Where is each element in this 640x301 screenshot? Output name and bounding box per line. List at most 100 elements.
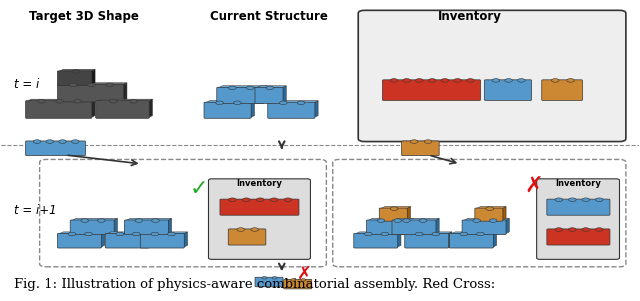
- FancyBboxPatch shape: [354, 233, 397, 248]
- Polygon shape: [447, 232, 452, 247]
- FancyBboxPatch shape: [392, 220, 436, 234]
- FancyBboxPatch shape: [547, 229, 610, 245]
- FancyBboxPatch shape: [220, 199, 299, 215]
- Polygon shape: [492, 232, 497, 247]
- FancyBboxPatch shape: [541, 80, 582, 101]
- Polygon shape: [435, 219, 439, 234]
- FancyBboxPatch shape: [537, 179, 620, 259]
- Circle shape: [132, 232, 140, 236]
- Circle shape: [394, 219, 401, 222]
- Circle shape: [266, 86, 274, 90]
- Polygon shape: [396, 232, 401, 247]
- Circle shape: [97, 219, 105, 222]
- Circle shape: [424, 140, 432, 143]
- Circle shape: [81, 219, 88, 222]
- Polygon shape: [355, 232, 401, 234]
- Text: Target 3D Shape: Target 3D Shape: [29, 10, 139, 23]
- FancyBboxPatch shape: [358, 10, 626, 141]
- Circle shape: [280, 101, 287, 104]
- Circle shape: [505, 79, 513, 82]
- Polygon shape: [122, 83, 127, 101]
- FancyBboxPatch shape: [255, 87, 283, 103]
- Polygon shape: [59, 83, 127, 85]
- Circle shape: [403, 219, 410, 222]
- FancyBboxPatch shape: [449, 233, 493, 248]
- Polygon shape: [394, 219, 439, 221]
- Polygon shape: [100, 232, 104, 247]
- FancyBboxPatch shape: [140, 233, 184, 248]
- Circle shape: [228, 86, 236, 90]
- FancyBboxPatch shape: [209, 179, 310, 259]
- Polygon shape: [409, 219, 413, 234]
- Polygon shape: [463, 219, 509, 221]
- Circle shape: [109, 100, 117, 103]
- Circle shape: [490, 219, 497, 222]
- Circle shape: [454, 79, 461, 82]
- Polygon shape: [381, 206, 410, 209]
- Polygon shape: [451, 232, 497, 234]
- Circle shape: [257, 198, 264, 201]
- Circle shape: [473, 219, 481, 222]
- Polygon shape: [269, 101, 318, 103]
- Polygon shape: [97, 99, 152, 101]
- Circle shape: [486, 207, 493, 210]
- Circle shape: [84, 232, 92, 236]
- Circle shape: [251, 228, 259, 231]
- Circle shape: [595, 198, 603, 201]
- Text: ✗: ✗: [524, 176, 543, 196]
- Circle shape: [262, 277, 267, 279]
- Polygon shape: [256, 86, 286, 88]
- Circle shape: [390, 207, 398, 210]
- Circle shape: [419, 219, 427, 222]
- Polygon shape: [502, 206, 506, 221]
- FancyBboxPatch shape: [401, 141, 439, 156]
- Polygon shape: [167, 219, 172, 234]
- FancyBboxPatch shape: [380, 208, 407, 221]
- FancyBboxPatch shape: [383, 80, 481, 101]
- Circle shape: [59, 140, 67, 143]
- Circle shape: [518, 79, 525, 82]
- Polygon shape: [250, 101, 254, 118]
- Circle shape: [243, 198, 250, 201]
- Circle shape: [415, 79, 423, 82]
- Polygon shape: [205, 101, 254, 103]
- Polygon shape: [183, 232, 188, 247]
- Circle shape: [46, 140, 54, 143]
- Circle shape: [216, 101, 223, 104]
- Polygon shape: [218, 86, 267, 88]
- Circle shape: [284, 198, 292, 201]
- Circle shape: [568, 228, 576, 231]
- Circle shape: [74, 100, 82, 103]
- Circle shape: [477, 232, 484, 236]
- FancyBboxPatch shape: [124, 220, 168, 234]
- Text: t = i+1: t = i+1: [14, 204, 57, 217]
- Polygon shape: [476, 206, 506, 209]
- FancyBboxPatch shape: [547, 199, 610, 215]
- Circle shape: [582, 228, 589, 231]
- Circle shape: [567, 79, 574, 82]
- Circle shape: [135, 219, 143, 222]
- Circle shape: [467, 79, 474, 82]
- Circle shape: [70, 83, 77, 87]
- Polygon shape: [282, 86, 286, 103]
- Circle shape: [364, 232, 372, 236]
- Circle shape: [130, 100, 138, 103]
- Polygon shape: [59, 70, 95, 71]
- Circle shape: [151, 232, 159, 236]
- Polygon shape: [91, 99, 95, 118]
- Circle shape: [390, 79, 397, 82]
- FancyBboxPatch shape: [26, 141, 86, 156]
- Circle shape: [428, 79, 436, 82]
- FancyBboxPatch shape: [475, 208, 503, 221]
- FancyBboxPatch shape: [204, 102, 251, 118]
- Circle shape: [595, 228, 603, 231]
- Circle shape: [568, 198, 576, 201]
- FancyBboxPatch shape: [217, 87, 264, 103]
- FancyBboxPatch shape: [255, 277, 283, 287]
- Polygon shape: [262, 86, 267, 103]
- Text: Current Structure: Current Structure: [210, 10, 328, 23]
- Polygon shape: [148, 232, 152, 247]
- Circle shape: [582, 198, 589, 201]
- Circle shape: [555, 228, 563, 231]
- FancyBboxPatch shape: [284, 279, 312, 289]
